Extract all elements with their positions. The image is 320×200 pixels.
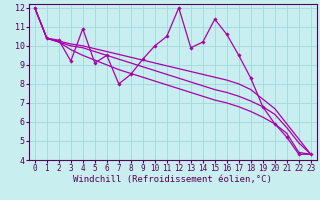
X-axis label: Windchill (Refroidissement éolien,°C): Windchill (Refroidissement éolien,°C) — [73, 175, 272, 184]
